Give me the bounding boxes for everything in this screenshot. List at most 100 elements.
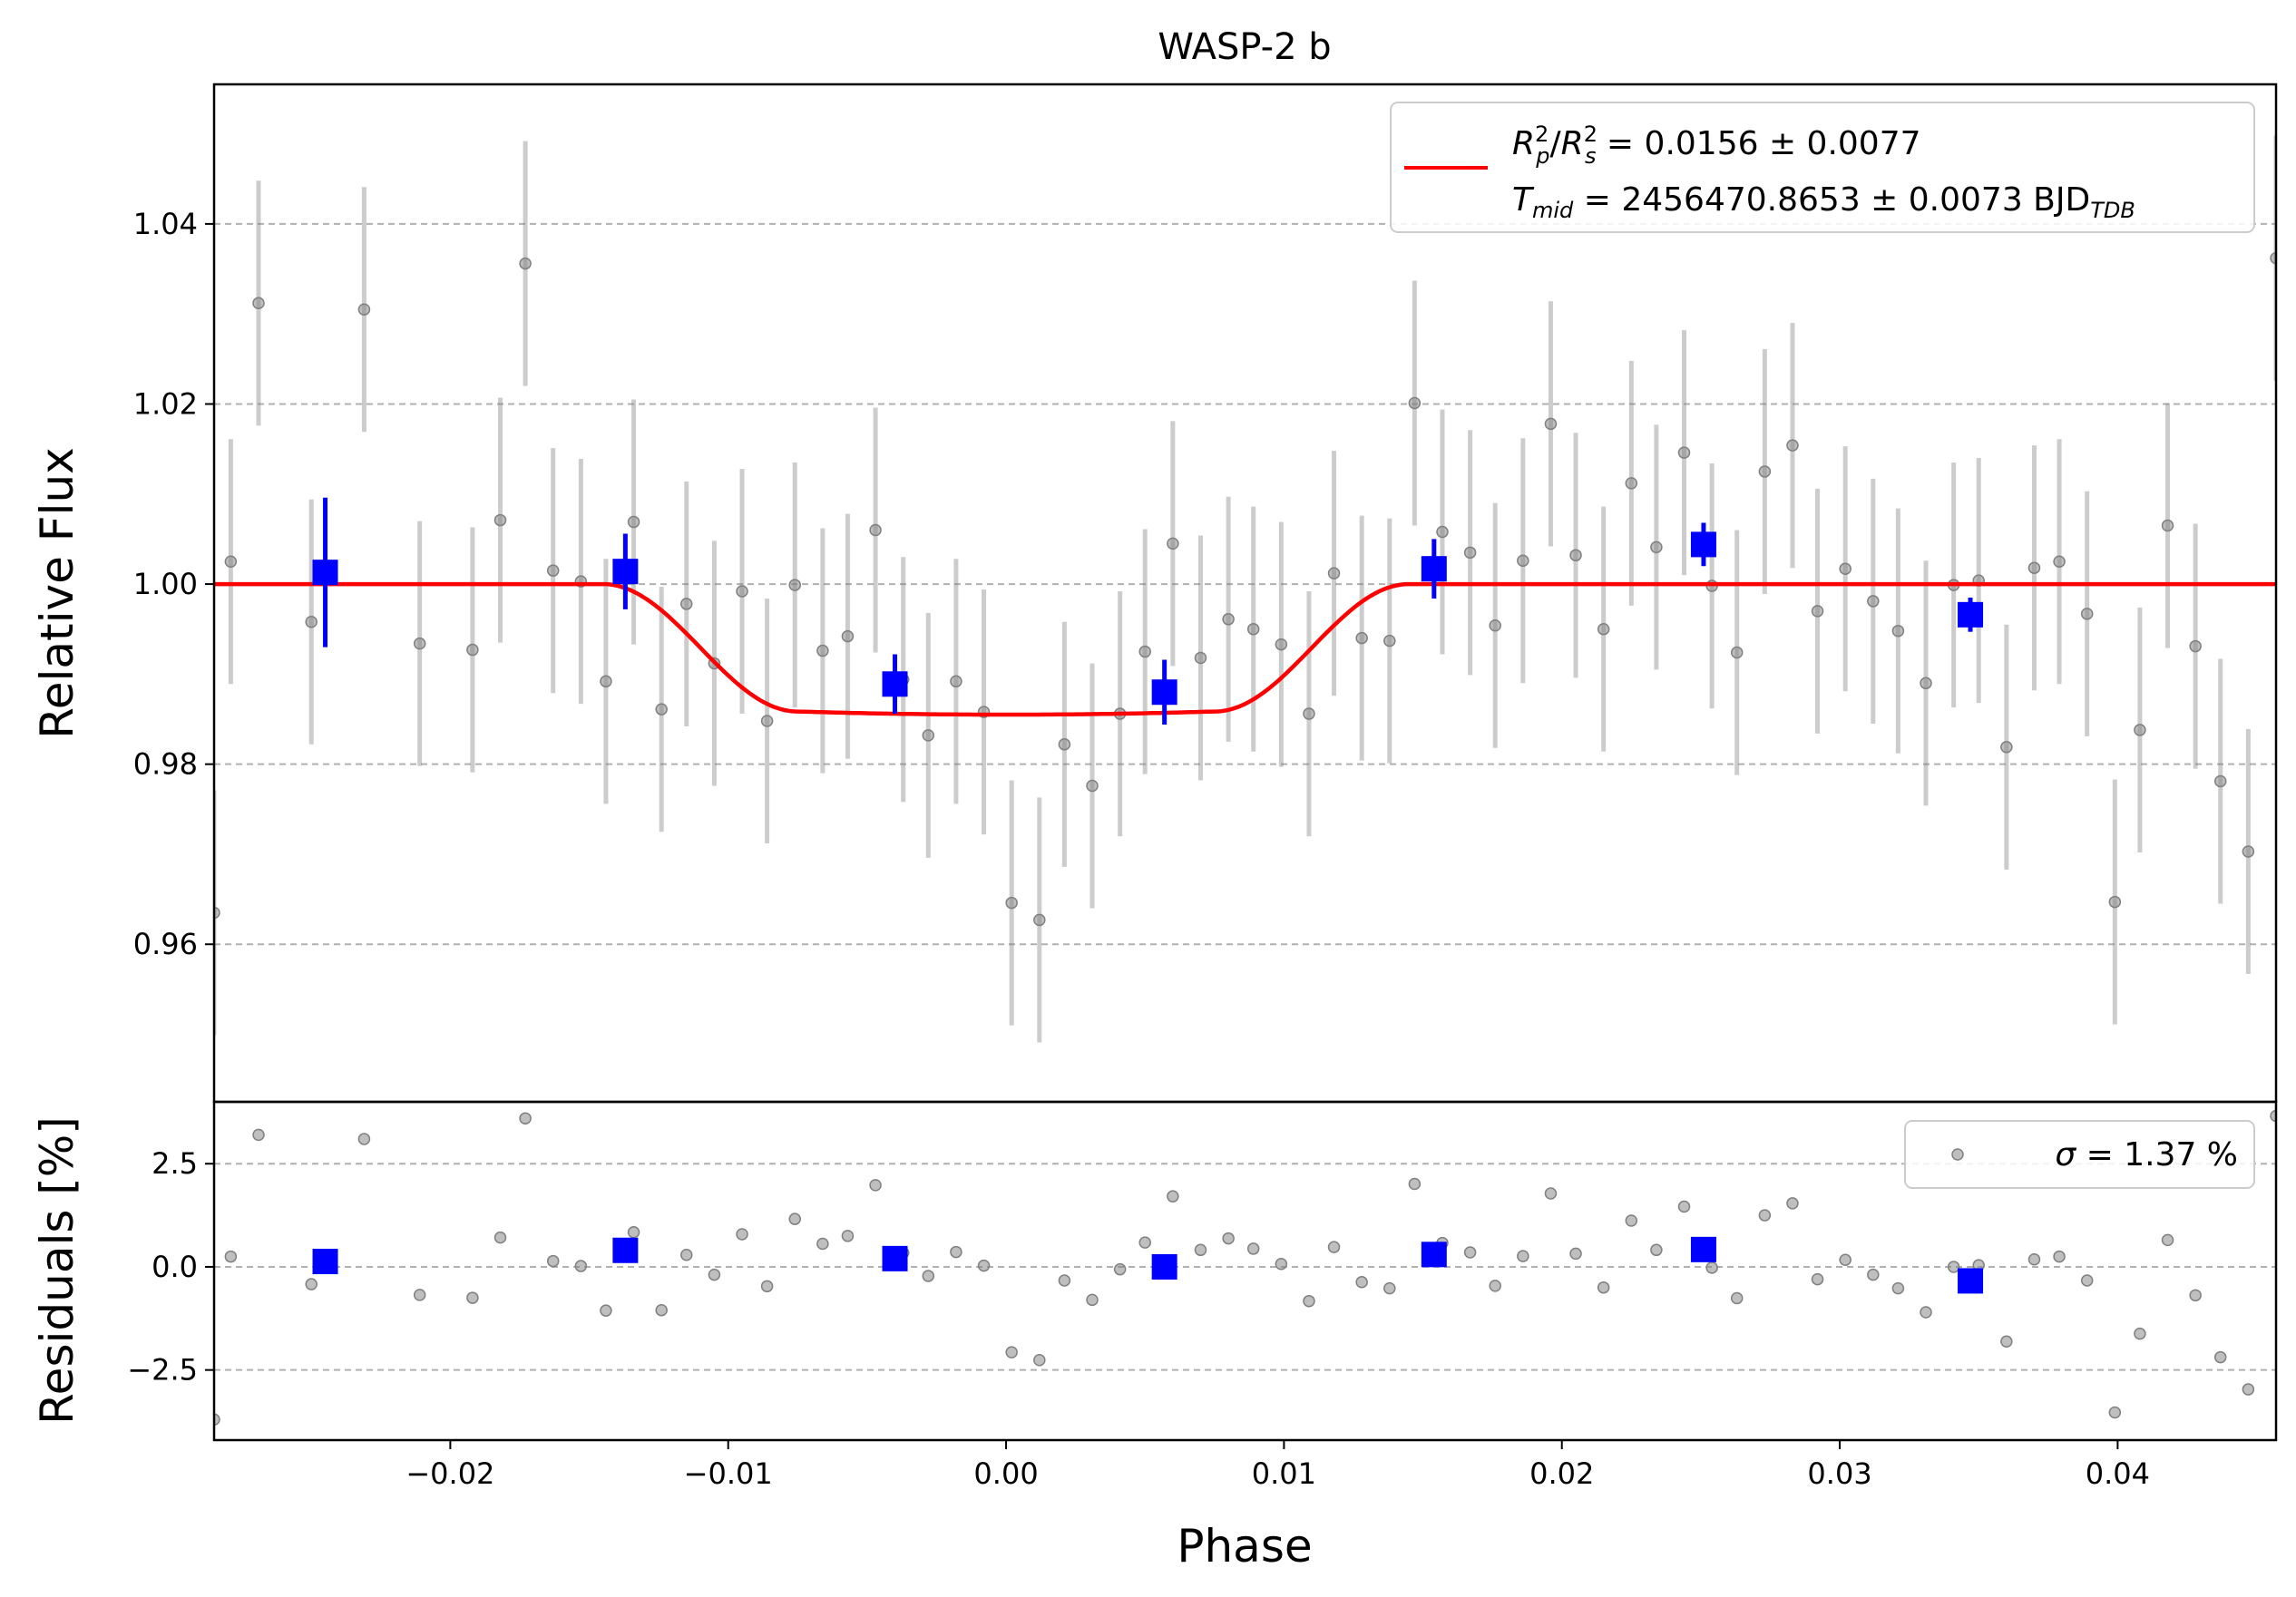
residual-binned-point [1151,1253,1177,1280]
residual-y-ticks: −2.5 0.0 2.5 [127,1146,214,1388]
flux-raw-point [1730,646,1744,659]
flux-y-tick-label: 1.04 [133,207,198,241]
residual-raw-point [305,1278,318,1290]
residual-legend: σ = 1.37 % [1904,1120,2255,1189]
residual-binned-point [1421,1242,1447,1268]
residual-raw-point [1489,1280,1501,1292]
residual-raw-point [413,1289,426,1301]
flux-raw-point [680,598,693,610]
flux-raw-point [760,715,774,727]
flux-raw-point [1408,396,1422,410]
flux-raw-point [1811,605,1824,618]
flux-binned-points [312,497,1984,725]
flux-raw-point [305,616,318,628]
flux-y-tick-label: 1.00 [133,567,198,601]
residual-raw-point [1786,1197,1799,1210]
flux-raw-point [627,515,640,529]
flux-y-tick-label: 1.02 [133,386,198,421]
residual-raw-point [214,1413,220,1427]
x-tick-label: 0.01 [1252,1456,1316,1491]
flux-raw-point [1839,562,1851,575]
residual-y-tick-label: 2.5 [151,1146,198,1181]
flux-raw-point [788,579,801,591]
residual-raw-point [2108,1406,2122,1419]
residual-raw-point [1086,1293,1099,1307]
residual-raw-point [1355,1276,1368,1289]
residual-raw-point [2242,1383,2255,1396]
residual-raw-point [1408,1177,1422,1191]
flux-binned-point [1958,601,1984,628]
residual-raw-point [1947,1261,1960,1273]
flux-raw-point [841,629,855,643]
residual-binned-point [1958,1268,1984,1294]
residual-raw-point [977,1259,991,1272]
residual-raw-point [1058,1274,1071,1287]
flux-raw-point [1058,738,1071,751]
flux-raw-point [1327,567,1341,579]
flux-raw-point [1275,638,1288,651]
residual-raw-point [1811,1272,1824,1286]
flux-raw-point [1867,595,1880,608]
residual-raw-point [816,1237,829,1251]
flux-raw-point [1167,537,1179,550]
flux-raw-point [1033,913,1046,927]
residual-y-tick-label: 0.0 [151,1250,198,1284]
residual-raw-point [736,1228,748,1241]
residual-raw-point [1569,1247,1582,1261]
residual-raw-point [519,1112,532,1125]
residual-axes-frame [212,1100,2278,1442]
flux-binned-point [1151,679,1177,706]
residual-raw-point [2027,1253,2041,1266]
residual-raw-point [1194,1243,1207,1257]
flux-binned-point [1690,531,1716,558]
flux-raw-point [1650,540,1663,554]
flux-raw-point [869,523,882,537]
flux-raw-point [2161,519,2174,532]
residual-raw-point [680,1249,693,1261]
flux-raw-point [600,675,612,688]
residual-raw-point [1383,1281,1396,1295]
residual-raw-point [1705,1261,1718,1274]
flux-raw-point [2134,724,2146,736]
flux-raw-point [1544,417,1558,431]
flux-raw-point [2000,741,2013,754]
residual-raw-point [546,1254,560,1268]
flux-raw-point [1597,622,1610,636]
flux-raw-point [2242,845,2255,858]
flux-raw-point [2213,774,2227,788]
residual-binned-points [312,1236,1984,1294]
residual-raw-point [950,1245,962,1259]
residual-y-axis-label: Residuals [%] [31,1116,83,1425]
x-tick-label: 0.03 [1807,1456,1871,1491]
residual-raw-point [2270,1109,2276,1123]
residual-raw-point [1730,1291,1744,1305]
flux-raw-point [950,675,962,688]
residual-raw-point [1517,1250,1529,1262]
x-axis-label: Phase [1177,1520,1312,1573]
legend-tmid-label: Tmid = 2456470.8653 ± 0.0073 BJDTDB [1512,181,2135,223]
residual-raw-point [574,1260,588,1272]
flux-raw-point [2189,639,2202,653]
residual-raw-point [2189,1289,2202,1302]
flux-raw-point [413,637,426,650]
residual-raw-point [1920,1306,1932,1319]
flux-raw-point [1222,613,1235,626]
residual-raw-point [600,1304,612,1317]
residual-raw-point [1303,1294,1315,1308]
residual-raw-point [1463,1246,1477,1259]
residual-raw-point [2134,1327,2146,1340]
residual-legend-box [1904,1120,2255,1189]
residual-raw-point [2000,1335,2013,1349]
flux-binned-point [1421,556,1447,582]
residual-binned-point [882,1245,908,1271]
flux-y-tick-label: 0.98 [133,747,198,782]
flux-binned-point [882,671,908,697]
residual-raw-point [1005,1346,1018,1358]
residual-binned-point [1690,1236,1716,1262]
phase-x-ticks: −0.02 −0.01 0.00 0.01 0.02 0.03 0.04 [405,1440,2150,1491]
residual-raw-point [1138,1236,1151,1249]
flux-raw-point [546,564,560,577]
flux-raw-point [1569,549,1582,562]
flux-raw-point [1194,651,1207,665]
